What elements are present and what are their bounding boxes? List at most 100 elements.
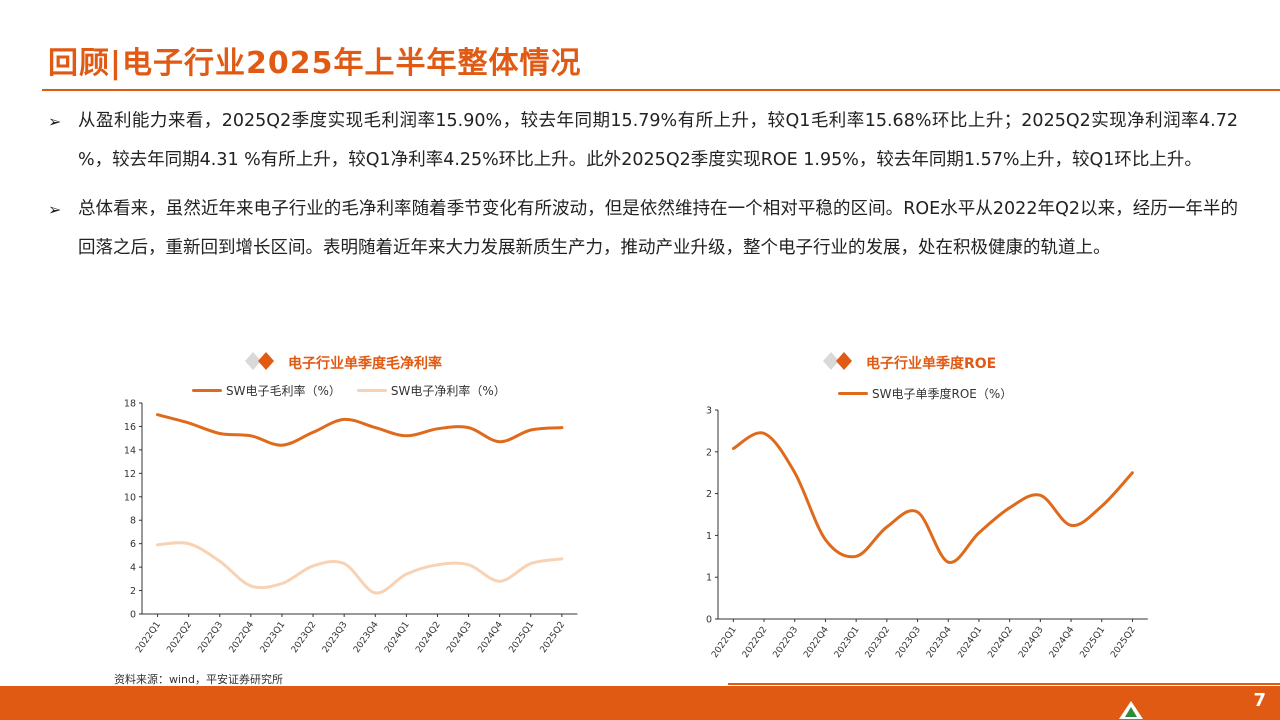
- y-tick-label: 6: [130, 539, 136, 550]
- series-1-point: [499, 441, 501, 443]
- series-1-point: [1101, 505, 1103, 507]
- x-tick-label: 2022Q1: [710, 625, 739, 660]
- x-tick-label: 2023Q3: [894, 625, 923, 660]
- x-tick-label: 2024Q3: [445, 620, 474, 655]
- footer-bar: [0, 686, 1280, 720]
- series-2-point: [436, 564, 439, 566]
- series-line-2: [156, 541, 564, 595]
- series-1-point: [188, 422, 190, 424]
- series-2-point: [250, 585, 252, 587]
- y-tick-label: 14: [124, 445, 136, 456]
- diamond-icon: [245, 352, 274, 370]
- y-tick-label: 1: [706, 573, 712, 584]
- legend-swatch: [838, 392, 868, 395]
- series-line-1: [156, 413, 564, 447]
- company-logo-icon: [1119, 701, 1143, 719]
- footer-divider: [728, 683, 1280, 685]
- x-tick-label: 2023Q2: [290, 620, 319, 655]
- series-1-point: [312, 431, 314, 433]
- x-tick-label: 2022Q1: [134, 620, 163, 655]
- x-tick-label: 2023Q4: [925, 625, 954, 660]
- series-1-point: [1039, 494, 1041, 496]
- y-tick-label: 0: [706, 615, 712, 626]
- series-1-point: [343, 418, 345, 421]
- x-tick-label: 2024Q2: [414, 620, 443, 655]
- bullet-list: ➢ 从盈利能力来看，2025Q2季度实现毛利润率15.90%，较去年同期15.7…: [48, 102, 1238, 278]
- series-1-point: [374, 427, 376, 429]
- x-tick-label: 2023Q4: [352, 620, 381, 655]
- bullet-item-1: ➢ 从盈利能力来看，2025Q2季度实现毛利润率15.90%，较去年同期15.7…: [48, 102, 1238, 180]
- title-divider: [42, 89, 1280, 91]
- x-tick-label: 2025Q1: [508, 620, 537, 655]
- bullet-text-1: 从盈利能力来看，2025Q2季度实现毛利润率15.90%，较去年同期15.79%…: [78, 111, 1238, 170]
- series-1-point: [561, 427, 563, 429]
- series-1-point: [794, 472, 796, 474]
- series-2-point: [530, 562, 532, 565]
- series-1-point: [732, 447, 734, 450]
- series-2-point: [281, 582, 283, 585]
- x-tick-label: 2025Q1: [1079, 625, 1108, 660]
- x-tick-label: 2024Q2: [986, 625, 1015, 660]
- x-tick-label: 2022Q4: [228, 620, 257, 655]
- x-tick-label: 2022Q2: [741, 625, 770, 660]
- chart-2-title: 电子行业单季度ROE: [866, 356, 997, 372]
- series-1-point: [250, 435, 252, 437]
- series-1-point: [855, 555, 857, 557]
- series-1-point: [824, 538, 827, 541]
- x-tick-label: 2023Q1: [833, 625, 862, 660]
- series-1-point: [916, 511, 919, 513]
- series-1-point: [1070, 524, 1072, 526]
- series-1-point: [467, 427, 470, 429]
- arrow-bullet-icon: ➢: [48, 200, 62, 219]
- x-tick-label: 2022Q4: [802, 625, 831, 660]
- series-2-point: [499, 580, 501, 582]
- x-tick-label: 2025Q2: [539, 620, 568, 655]
- bullet-item-2: ➢ 总体看来，虽然近年来电子行业的毛净利率随着季节变化有所波动，但是依然维持在一…: [48, 190, 1238, 268]
- series-1-point: [1131, 472, 1134, 474]
- arrow-bullet-icon: ➢: [48, 112, 62, 131]
- series-1-point: [978, 532, 980, 534]
- chart-2-legend: SW电子单季度ROE（%）: [838, 385, 1028, 402]
- legend-label: SW电子毛利率（%）: [226, 384, 341, 398]
- y-tick-label: 2: [706, 489, 712, 500]
- source-note: 资料来源：wind，平安证券研究所: [114, 673, 284, 686]
- x-tick-label: 2024Q1: [383, 620, 412, 655]
- y-tick-label: 3: [706, 406, 712, 417]
- chart-1-title: 电子行业单季度毛净利率: [288, 356, 442, 372]
- series-2-point: [188, 543, 190, 545]
- series-1-point: [436, 428, 439, 430]
- y-tick-label: 2: [706, 447, 712, 458]
- x-tick-label: 2023Q2: [864, 625, 893, 660]
- legend-item-roe: SW电子单季度ROE（%）: [838, 385, 1012, 402]
- series-2-point: [374, 592, 376, 594]
- y-tick-label: 1: [706, 531, 712, 542]
- x-tick-label: 2024Q3: [1017, 625, 1046, 660]
- series-2-point: [343, 562, 345, 565]
- series-2-point: [405, 573, 407, 575]
- y-tick-label: 2: [130, 586, 136, 597]
- series-2-point: [219, 560, 221, 562]
- series-line-1: [731, 431, 1134, 564]
- series-1-point: [886, 526, 888, 528]
- y-tick-label: 12: [124, 469, 136, 480]
- legend-label: SW电子净利率（%）: [390, 384, 506, 398]
- series-1-point: [281, 444, 283, 446]
- legend-item-net: SW电子净利率（%）: [356, 382, 506, 399]
- x-tick-label: 2024Q4: [476, 620, 505, 655]
- x-tick-label: 2025Q2: [1109, 625, 1138, 660]
- series-1-point: [219, 432, 221, 435]
- y-tick-label: 10: [124, 492, 136, 503]
- series-2-point: [467, 564, 470, 566]
- legend-swatch: [192, 389, 222, 392]
- series-2-point: [561, 558, 563, 560]
- x-tick-label: 2022Q2: [165, 620, 194, 655]
- series-2-point: [312, 565, 314, 567]
- legend-label: SW电子单季度ROE（%）: [872, 387, 1013, 401]
- series-1-point: [947, 561, 949, 563]
- chart-1-legend: SW电子毛利率（%） SW电子净利率（%）: [192, 382, 522, 399]
- page-number: 7: [1253, 690, 1266, 711]
- x-tick-label: 2024Q4: [1048, 625, 1077, 660]
- x-tick-label: 2023Q1: [259, 620, 288, 655]
